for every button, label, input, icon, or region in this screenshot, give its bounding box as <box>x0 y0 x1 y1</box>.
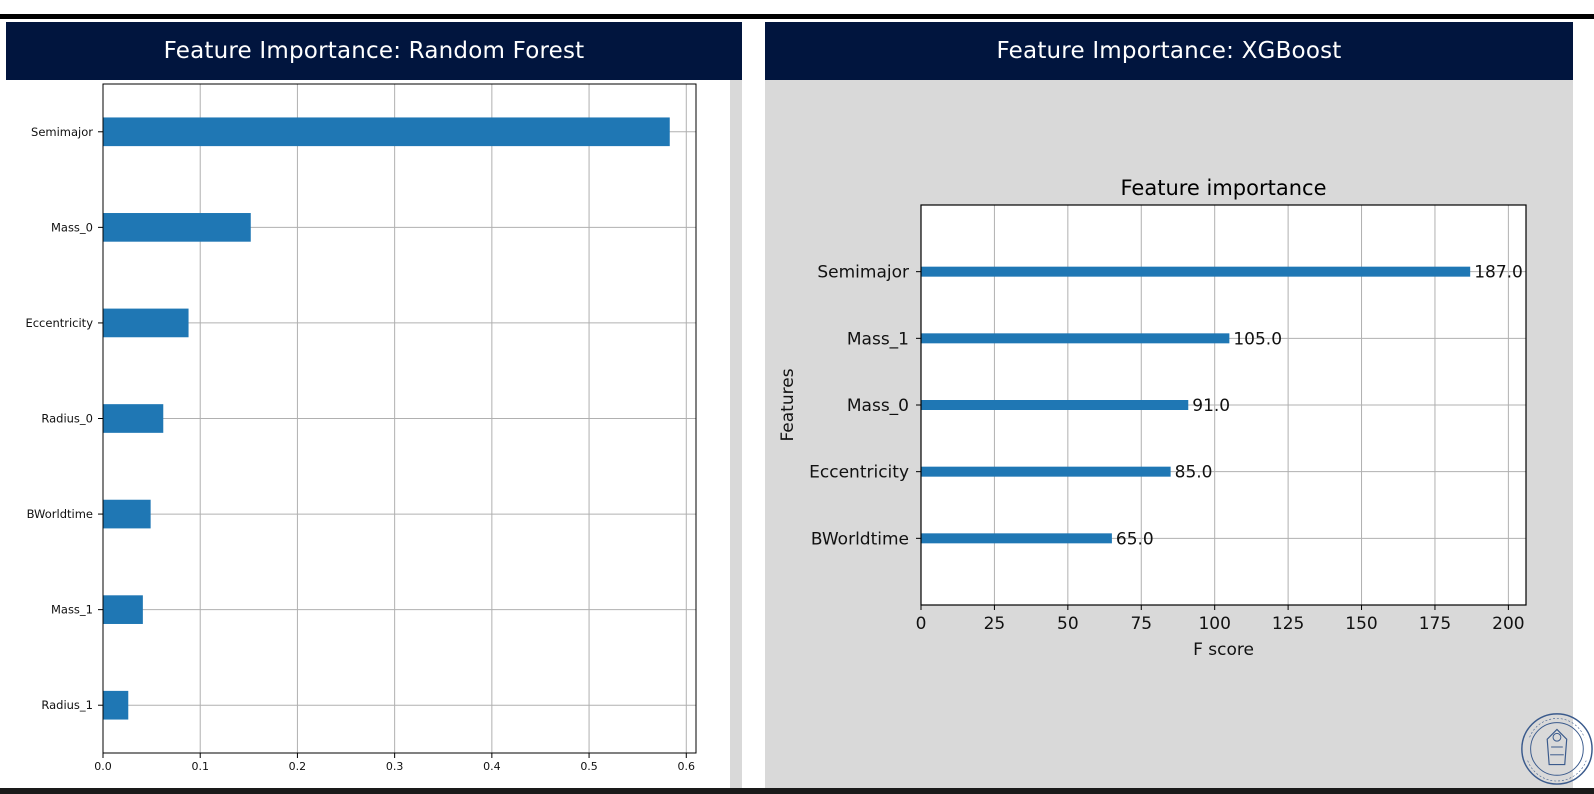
rf-x-tick-label: 0.4 <box>483 760 501 773</box>
rf-y-tick-label: Mass_0 <box>51 220 93 234</box>
xgb-bar-bworldtime <box>921 533 1112 544</box>
xgb-data-label: 65.0 <box>1116 529 1154 549</box>
xgb-chart-title: Feature importance <box>1120 176 1326 200</box>
xgb-bar-semimajor <box>921 266 1471 277</box>
rf-y-tick-label: BWorldtime <box>27 507 93 521</box>
rf-y-tick-label: Radius_1 <box>41 698 93 712</box>
university-seal-logo <box>1521 713 1593 785</box>
bottom-rule <box>0 788 1594 794</box>
top-rule <box>0 14 1594 19</box>
rf-bar-radius-1 <box>103 690 129 720</box>
xgb-data-label: 91.0 <box>1192 396 1230 416</box>
rf-bar-mass-1 <box>103 595 143 624</box>
rf-x-tick-label: 0.6 <box>678 760 696 773</box>
xgb-x-tick-label: 75 <box>1130 614 1152 634</box>
rf-plot-frame <box>102 83 697 754</box>
rf-x-tick-label: 0.0 <box>94 760 112 773</box>
rf-bar-semimajor <box>103 117 670 147</box>
rf-x-tick-label: 0.2 <box>289 760 307 773</box>
rf-bar-radius-0 <box>103 404 164 433</box>
random-forest-chart: 0.0 0.1 0.2 0.3 0.4 0.5 0.6 Semimajor Mass_0 Ecce… <box>6 80 730 792</box>
xgboost-panel: Feature Importance: XGBoost Feature impo… <box>765 22 1573 792</box>
xgb-bar-mass-1 <box>921 333 1230 344</box>
xgb-x-tick-label: 150 <box>1345 614 1377 634</box>
xgb-data-label: 85.0 <box>1175 463 1213 483</box>
xgb-x-tick-label: 200 <box>1492 614 1524 634</box>
xgb-x-tick-label: 125 <box>1272 614 1304 634</box>
xgb-y-tick-label: Mass_1 <box>847 329 909 349</box>
rf-bar-eccentricity <box>103 308 189 338</box>
xgb-y-tick-label: Mass_0 <box>847 396 909 416</box>
xgb-x-tick-label: 0 <box>916 614 927 634</box>
xgboost-title: Feature Importance: XGBoost <box>765 22 1573 80</box>
xgb-y-axis-label: Features <box>778 368 798 441</box>
rf-y-tick-label: Mass_1 <box>51 603 93 617</box>
xgb-x-axis-label: F score <box>1193 640 1254 660</box>
xgb-x-tick-label: 50 <box>1057 614 1079 634</box>
xgb-plot-frame <box>920 204 1527 606</box>
xgb-bar-eccentricity <box>921 466 1171 477</box>
xgb-bar-mass-0 <box>921 400 1189 410</box>
xgb-data-label: 105.0 <box>1233 329 1282 349</box>
random-forest-title: Feature Importance: Random Forest <box>6 22 742 80</box>
rf-y-tick-label: Semimajor <box>31 125 93 139</box>
xgb-y-tick-label: BWorldtime <box>811 529 909 549</box>
xgb-x-tick-label: 175 <box>1419 614 1451 634</box>
rf-x-tick-label: 0.1 <box>191 760 209 773</box>
xgb-data-label: 187.0 <box>1474 263 1523 283</box>
rf-plot-background <box>6 80 730 792</box>
rf-x-tick-label: 0.5 <box>580 760 598 773</box>
rf-bar-mass-0 <box>103 213 251 242</box>
rf-x-tick-label: 0.3 <box>386 760 404 773</box>
xgb-x-tick-label: 25 <box>984 614 1006 634</box>
rf-y-tick-label: Eccentricity <box>25 316 93 330</box>
xgboost-chart: Feature importance 0 25 50 75 100 125 150 175 200… <box>778 176 1527 660</box>
xgb-y-tick-label: Eccentricity <box>809 463 909 483</box>
xgb-y-tick-label: Semimajor <box>817 263 909 283</box>
rf-y-tick-label: Radius_0 <box>41 412 93 426</box>
xgb-x-tick-label: 100 <box>1198 614 1230 634</box>
random-forest-panel: Feature Importance: Random Forest 0.0 0.1… <box>6 22 742 792</box>
rf-bar-bworldtime <box>103 499 151 529</box>
